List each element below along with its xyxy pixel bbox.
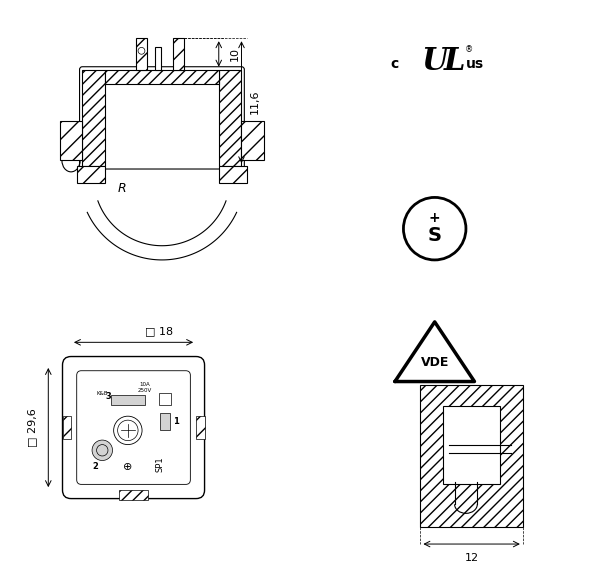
Bar [196, 416, 204, 439]
Text: 10A
250V: 10A 250V [138, 383, 152, 393]
Bar [219, 166, 247, 183]
Bar [421, 385, 523, 527]
Text: 11,6: 11,6 [250, 90, 260, 115]
Bar [77, 166, 105, 183]
Bar [136, 38, 147, 70]
Circle shape [92, 440, 112, 461]
Text: ⊕: ⊕ [123, 463, 133, 472]
FancyBboxPatch shape [77, 371, 190, 484]
FancyBboxPatch shape [63, 356, 204, 498]
Bar [119, 490, 148, 500]
Text: 2: 2 [92, 461, 98, 471]
Bar [60, 120, 83, 160]
Bar [83, 70, 105, 166]
Bar [161, 413, 170, 431]
Text: S: S [427, 226, 441, 245]
Bar [111, 395, 145, 405]
Bar [241, 120, 264, 160]
Bar [219, 70, 241, 166]
Text: L: L [444, 46, 465, 77]
Bar [443, 405, 500, 484]
Text: VDE: VDE [421, 356, 449, 369]
Text: K&B: K&B [97, 391, 108, 396]
Text: □ 18: □ 18 [145, 327, 173, 337]
Text: c: c [391, 57, 399, 71]
Text: 10: 10 [230, 47, 240, 61]
Text: 1: 1 [173, 417, 179, 427]
Bar [154, 47, 161, 70]
Text: U: U [421, 46, 448, 77]
Text: SP1: SP1 [156, 457, 165, 472]
Text: 3: 3 [105, 392, 111, 401]
Bar [63, 416, 71, 439]
Text: +: + [429, 211, 441, 226]
Bar [105, 70, 219, 84]
FancyBboxPatch shape [80, 67, 244, 169]
Text: R: R [118, 182, 126, 195]
Text: □ 29,6: □ 29,6 [27, 408, 37, 447]
Text: ®: ® [465, 45, 473, 54]
Text: 12: 12 [465, 553, 478, 562]
Text: us: us [465, 57, 483, 71]
Bar [173, 38, 184, 70]
